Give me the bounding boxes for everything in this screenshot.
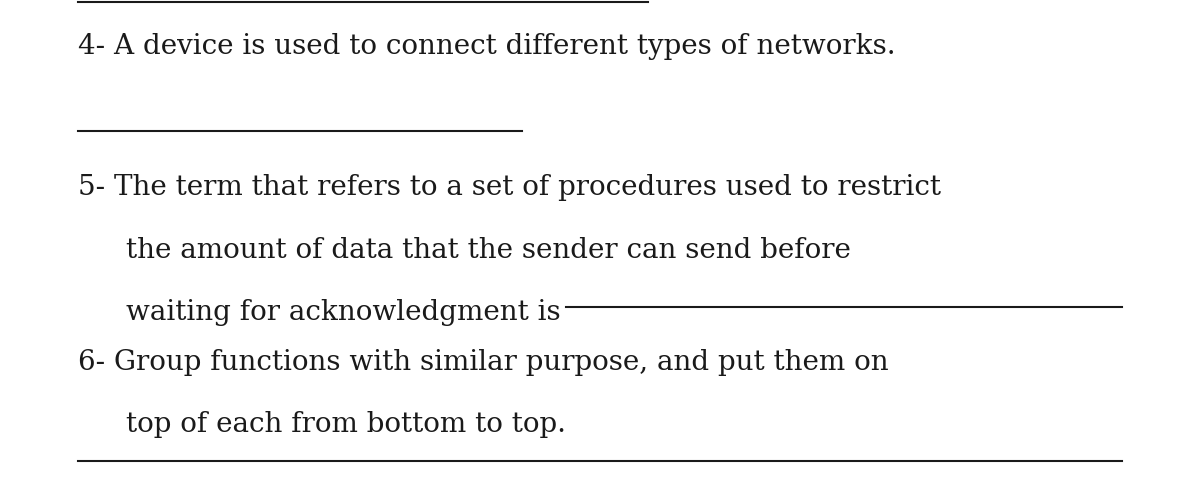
Text: 5- The term that refers to a set of procedures used to restrict: 5- The term that refers to a set of proc… xyxy=(78,174,941,201)
Text: 4- A device is used to connect different types of networks.: 4- A device is used to connect different… xyxy=(78,33,895,60)
Text: the amount of data that the sender can send before: the amount of data that the sender can s… xyxy=(126,237,851,263)
Text: waiting for acknowledgment is: waiting for acknowledgment is xyxy=(126,299,560,326)
Text: top of each from bottom to top.: top of each from bottom to top. xyxy=(126,411,566,438)
Text: 6- Group functions with similar purpose, and put them on: 6- Group functions with similar purpose,… xyxy=(78,349,889,376)
